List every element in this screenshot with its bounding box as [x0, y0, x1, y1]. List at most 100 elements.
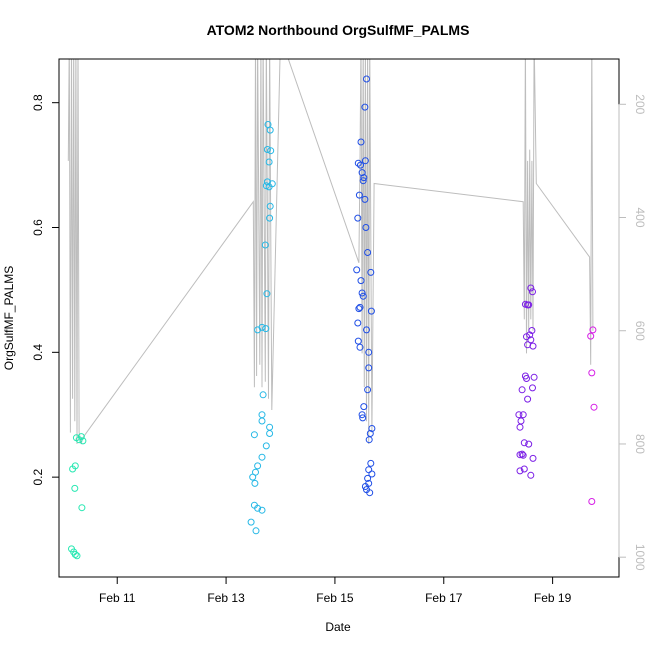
data-point	[519, 451, 527, 459]
data-point	[361, 157, 369, 165]
pressure-line	[67, 59, 594, 445]
data-point	[518, 450, 526, 458]
data-point	[363, 75, 370, 83]
data-point	[250, 431, 258, 439]
data-point	[523, 375, 530, 382]
data-point	[527, 284, 535, 292]
data-point	[254, 504, 262, 512]
y-tick-label: 0.4	[31, 344, 45, 361]
data-point	[361, 103, 369, 111]
data-point	[357, 161, 364, 169]
x-tick-label: Feb 15	[316, 591, 354, 605]
y-axis-label: OrgSulfMF_PALMS	[2, 266, 16, 370]
pressure-profile-line	[67, 59, 594, 445]
data-point	[529, 384, 536, 392]
data-point	[262, 325, 270, 333]
data-point	[360, 403, 368, 411]
plot-frame	[58, 58, 620, 578]
data-point	[258, 411, 266, 419]
y2-tick-label: 800	[633, 434, 647, 454]
data-point	[354, 337, 362, 345]
data-point	[516, 423, 524, 431]
x-tick-label: Feb 19	[534, 591, 572, 605]
data-point	[367, 307, 375, 315]
data-point	[359, 292, 367, 300]
data-point	[529, 342, 537, 350]
data-point	[263, 146, 271, 153]
data-point	[258, 506, 266, 514]
data-point	[78, 504, 86, 512]
data-point	[590, 403, 598, 411]
data-points	[68, 75, 598, 560]
data-point	[364, 386, 372, 394]
y2-tick-label: 200	[633, 94, 647, 114]
data-point	[358, 289, 366, 297]
data-point	[71, 462, 79, 470]
data-point	[528, 327, 536, 334]
y-axis: 0.2 0.4 0.6 0.8	[31, 94, 60, 485]
data-point	[520, 465, 528, 473]
data-point	[520, 439, 528, 447]
data-point	[77, 433, 85, 441]
data-point	[267, 147, 275, 155]
y-tick-label: 0.6	[31, 219, 45, 236]
data-point	[366, 489, 374, 497]
data-point	[361, 195, 369, 203]
y-tick-label: 0.2	[31, 468, 45, 485]
data-point	[354, 214, 362, 222]
data-point	[266, 202, 274, 210]
data-point	[358, 169, 366, 177]
data-point	[266, 430, 274, 437]
data-point	[266, 423, 274, 431]
data-point	[254, 462, 262, 470]
data-point	[363, 326, 370, 334]
y2-tick-label: 400	[633, 207, 647, 227]
data-point	[259, 391, 267, 399]
data-point	[527, 471, 535, 479]
data-point	[261, 241, 269, 249]
data-point	[356, 343, 364, 351]
data-point	[519, 411, 527, 419]
data-point	[516, 467, 524, 475]
data-point	[588, 369, 596, 377]
data-point	[525, 301, 533, 309]
data-point	[365, 466, 373, 474]
y-tick-label: 0.8	[31, 94, 45, 111]
data-point	[268, 180, 276, 188]
data-point	[530, 373, 538, 381]
data-point	[527, 336, 535, 344]
data-point	[266, 126, 274, 134]
data-point	[364, 474, 372, 482]
data-point	[266, 214, 274, 222]
data-point	[356, 303, 364, 311]
data-point	[515, 411, 523, 419]
data-point	[361, 483, 369, 490]
data-point	[367, 459, 375, 467]
data-point	[258, 417, 266, 425]
data-point	[365, 348, 373, 356]
data-point	[368, 470, 376, 478]
data-point	[252, 468, 259, 476]
x-axis: Feb 11 Feb 13 Feb 15 Feb 17 Feb 19	[99, 576, 572, 605]
data-point	[265, 158, 273, 166]
data-point	[589, 326, 597, 334]
data-point	[360, 174, 368, 182]
chart-title: ATOM2 Northbound OrgSulfMF_PALMS	[207, 22, 470, 38]
data-point	[258, 323, 266, 331]
data-point	[358, 411, 366, 419]
data-point	[362, 224, 370, 231]
data-point	[71, 551, 79, 558]
data-point	[517, 417, 525, 425]
data-point	[357, 138, 365, 146]
x-tick-label: Feb 13	[207, 591, 245, 605]
data-point	[353, 266, 361, 274]
data-point	[518, 386, 526, 394]
data-point	[263, 290, 271, 298]
data-point	[587, 332, 595, 340]
data-point	[79, 437, 87, 445]
data-point	[588, 498, 596, 505]
data-point	[524, 395, 532, 403]
data-point	[365, 364, 373, 372]
data-point	[364, 249, 372, 256]
